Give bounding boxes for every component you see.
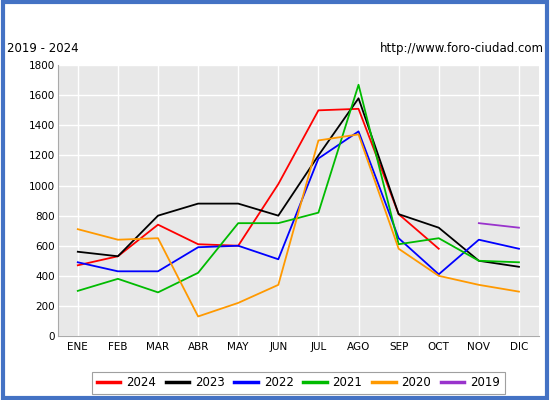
Text: http://www.foro-ciudad.com: http://www.foro-ciudad.com (379, 42, 543, 55)
Legend: 2024, 2023, 2022, 2021, 2020, 2019: 2024, 2023, 2022, 2021, 2020, 2019 (92, 372, 505, 394)
Text: 2019 - 2024: 2019 - 2024 (7, 42, 78, 55)
Text: Evolucion Nº Turistas Nacionales en el municipio de Villada: Evolucion Nº Turistas Nacionales en el m… (59, 10, 491, 25)
